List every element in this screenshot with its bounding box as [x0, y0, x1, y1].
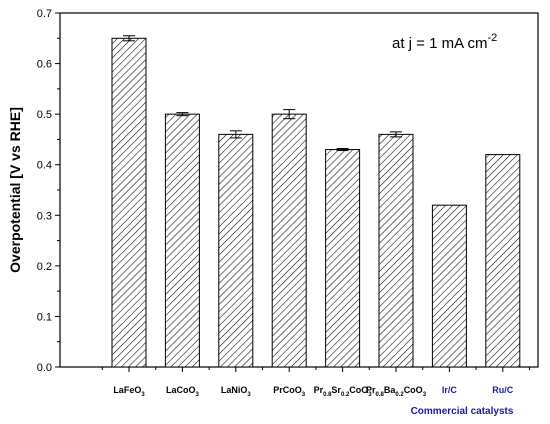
y-axis-label: Overpotential [V vs RHE] [7, 107, 23, 273]
y-axis: 0.0 0.1 0.2 0.3 0.4 0.5 0.6 0.7 [37, 8, 60, 374]
y-tick-label: 0.3 [37, 210, 52, 222]
bar [111, 37, 147, 368]
category-label: PrCoO3 [273, 385, 306, 398]
commercial-catalysts-label: Commercial catalysts [411, 406, 514, 417]
y-tick-label: 0.1 [37, 311, 52, 323]
category-labels: LaFeO3 LaCoO3 LaNiO3 PrCoO3 Pr0.8Sr0.2CoO3Pr… [113, 385, 513, 398]
bar [271, 113, 307, 368]
category-label: LaNiO3 [221, 385, 252, 398]
bar [325, 149, 361, 368]
bar [218, 133, 254, 368]
error-bar [176, 112, 189, 117]
error-bar [336, 148, 349, 152]
y-tick-label: 0.0 [37, 362, 52, 374]
category-label: LaFeO3 [113, 385, 145, 398]
bar [485, 154, 521, 368]
annotation-text: at j = 1 mA cm-2 [392, 32, 497, 52]
bar [378, 133, 414, 368]
annotation-main: at j = 1 mA cm [392, 35, 487, 52]
category-label: Ru/C [492, 385, 513, 395]
x-axis [101, 367, 530, 372]
y-tick-label: 0.4 [37, 160, 52, 172]
bars [111, 35, 521, 368]
annotation-superscript: -2 [487, 32, 497, 44]
category-label: Pr0.8Ba0.2CoO3 [366, 385, 427, 398]
category-label: LaCoO3 [166, 385, 200, 398]
error-bar [229, 130, 242, 139]
y-tick-label: 0.2 [37, 261, 52, 273]
y-tick-label: 0.6 [37, 59, 52, 71]
error-bar [283, 109, 296, 120]
category-label: Ir/C [442, 385, 458, 395]
y-tick-label: 0.5 [37, 109, 52, 121]
error-bar [390, 131, 402, 138]
bar [164, 113, 200, 368]
y-tick-label: 0.7 [37, 8, 52, 20]
category-label: Pr0.8Sr0.2CoO3 [314, 385, 373, 398]
error-bar [123, 35, 135, 42]
bar [431, 204, 467, 368]
